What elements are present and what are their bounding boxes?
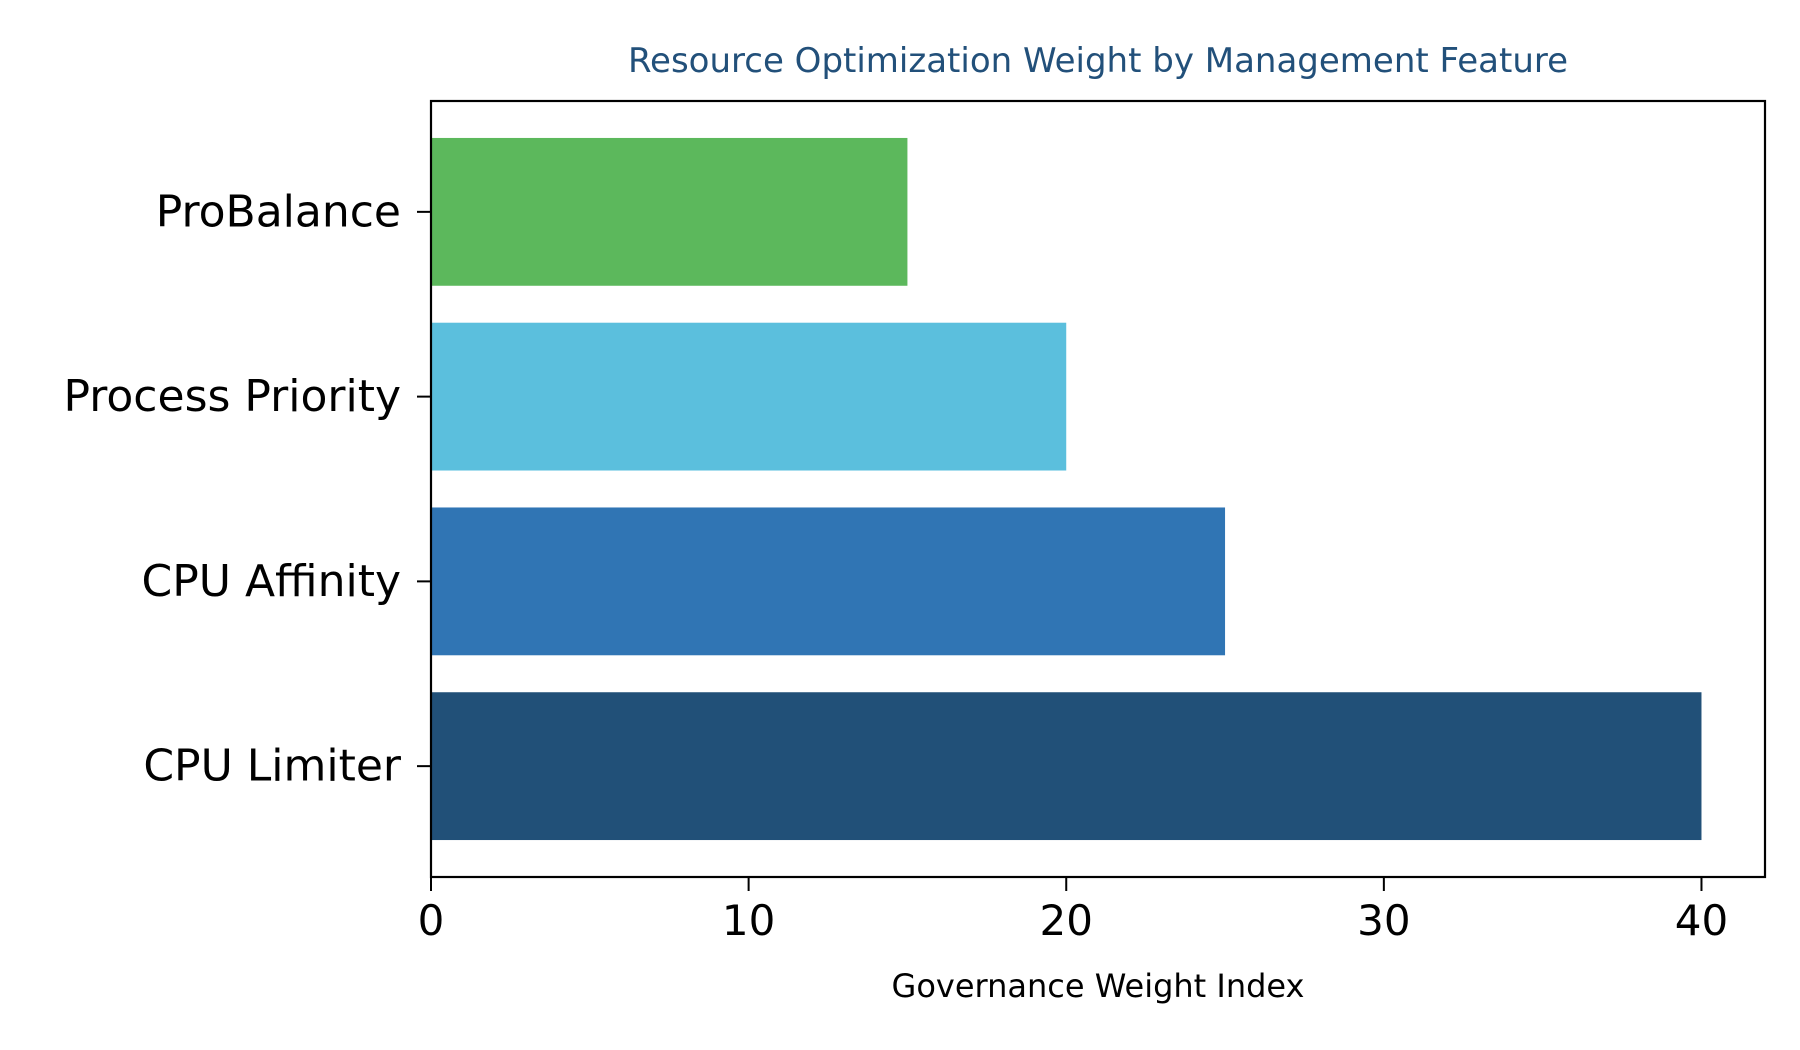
bars-layer xyxy=(431,137,1702,841)
y-tick-label-cpu-limiter: CPU Limiter xyxy=(143,741,402,792)
bar-cpu-limiter xyxy=(431,692,1702,841)
bar-process-priority xyxy=(431,322,1067,471)
x-tick-label-10: 10 xyxy=(722,896,775,945)
bar-cpu-affinity xyxy=(431,507,1226,656)
y-tick-label-cpu-affinity: CPU Affinity xyxy=(142,556,402,607)
plot-area-frame xyxy=(429,99,1767,879)
x-axis-label: Governance Weight Index xyxy=(892,967,1305,1005)
bar-probalance xyxy=(431,137,908,286)
y-tick-label-probalance: ProBalance xyxy=(156,186,401,237)
y-tick-label-process-priority: Process Priority xyxy=(64,371,402,422)
x-tick-label-0: 0 xyxy=(418,896,445,945)
x-tick-label-30: 30 xyxy=(1357,896,1410,945)
y-axis: CPU Limiter CPU Affinity Process Priority P… xyxy=(64,186,431,792)
chart-title: Resource Optimization Weight by Manageme… xyxy=(628,41,1568,81)
x-tick-label-20: 20 xyxy=(1040,896,1093,945)
x-tick-label-40: 40 xyxy=(1675,896,1728,945)
x-axis: 0 10 20 30 40 xyxy=(418,877,1728,945)
